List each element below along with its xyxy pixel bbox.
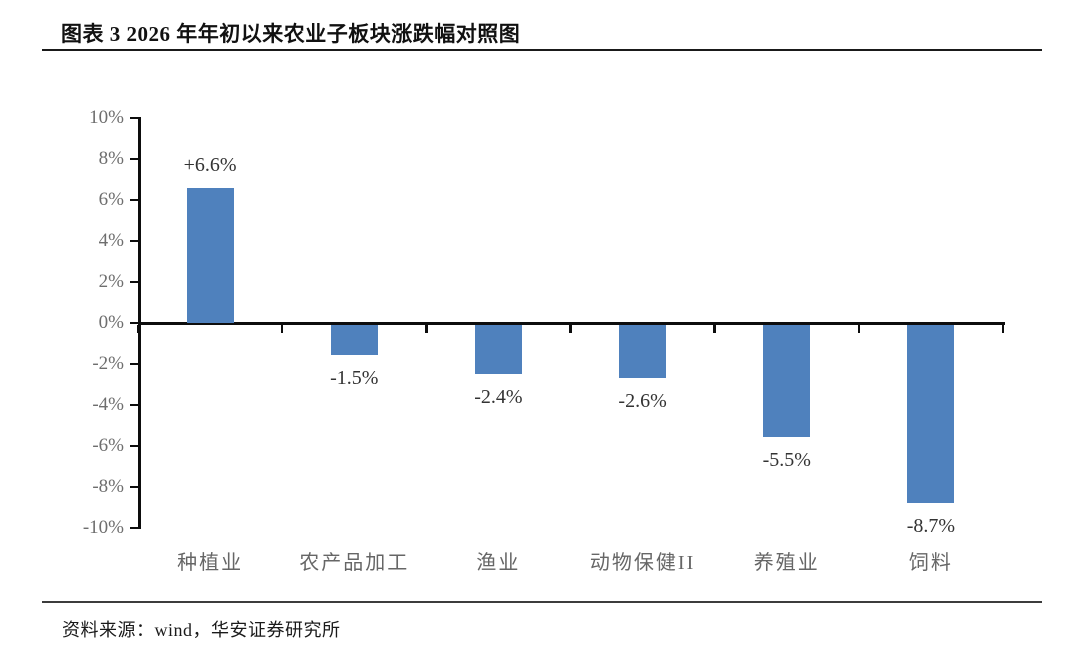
y-tick-label: -2% [92,353,124,374]
x-axis-tick [136,324,140,333]
bar-value-label: -2.4% [474,385,523,408]
y-axis-tick [130,485,138,489]
y-axis-tick [130,116,138,120]
category-label: 农产品加工 [299,552,410,574]
bar-value-label: -2.6% [618,389,667,412]
y-axis-tick [130,198,138,202]
x-axis-tick [1001,324,1005,333]
title-divider [42,49,1042,51]
category-label: 养殖业 [753,552,820,574]
y-axis-tick [130,362,138,366]
footer-divider [42,601,1042,603]
y-tick-label: 0% [98,312,124,333]
y-axis-tick [130,526,138,530]
y-tick-label: 2% [98,271,124,292]
x-axis-line [138,321,1005,325]
y-tick-label: -10% [82,517,124,538]
y-tick-label: -8% [92,476,124,497]
y-tick-label: -6% [92,435,124,456]
y-axis-tick [130,444,138,448]
bar-value-label: -5.5% [762,449,811,472]
y-tick-label: 8% [98,148,124,169]
bar-4 [619,324,667,378]
category-label: 种植业 [177,552,244,574]
y-axis-tick [130,280,138,284]
x-axis-tick [857,324,861,333]
x-axis-tick [280,324,284,333]
bar-5 [763,324,811,438]
category-label: 动物保健II [589,552,696,574]
y-tick-label: 4% [98,230,124,251]
y-axis-tick [130,157,138,161]
y-axis-tick [130,403,138,407]
x-axis-tick [569,324,572,333]
category-label: 饲料 [908,552,953,574]
bar-2 [330,324,378,356]
bar-1 [186,187,234,323]
source-note: 资料来源：wind，华安证券研究所 [62,620,341,640]
bar-value-label: +6.6% [183,153,237,176]
x-axis-tick [713,324,716,333]
bar-value-label: -1.5% [330,367,379,390]
x-axis-tick [425,324,428,333]
bar-6 [907,324,955,503]
y-tick-label: -4% [92,394,124,415]
y-axis-tick [130,321,138,325]
category-label: 渔业 [476,552,521,574]
y-tick-label: 10% [89,107,124,128]
y-tick-label: 6% [98,189,124,210]
y-axis-tick [130,239,138,243]
figure-title: 图表 3 2026 年年初以来农业子板块涨跌幅对照图 [61,22,521,46]
bar-3 [474,324,522,374]
bar-value-label: -8.7% [906,514,956,537]
